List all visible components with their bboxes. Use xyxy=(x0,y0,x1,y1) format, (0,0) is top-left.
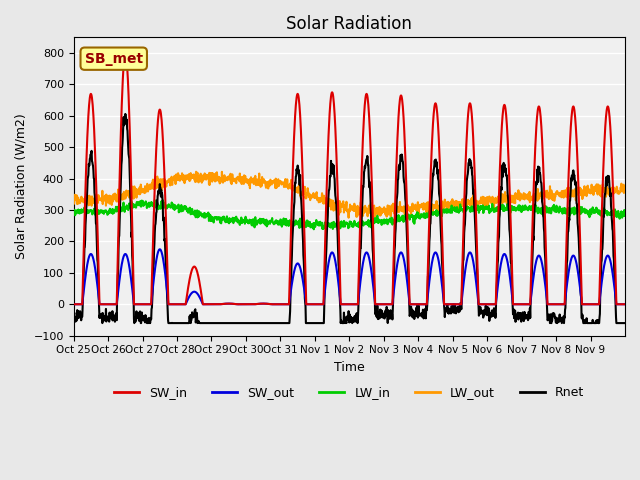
LW_in xyxy=(310,227,317,232)
LW_in xyxy=(335,220,343,226)
Line: LW_out: LW_out xyxy=(74,172,625,218)
LW_in xyxy=(70,208,77,214)
Line: SW_in: SW_in xyxy=(74,53,625,304)
SW_out xyxy=(156,246,164,252)
X-axis label: Time: Time xyxy=(334,361,365,374)
Rnet xyxy=(325,187,333,193)
LW_in xyxy=(561,205,568,211)
SW_in xyxy=(479,301,487,307)
Line: LW_in: LW_in xyxy=(74,200,625,229)
LW_out xyxy=(561,192,568,198)
LW_out xyxy=(192,169,200,175)
LW_in xyxy=(480,209,488,215)
Line: SW_out: SW_out xyxy=(74,249,625,304)
SW_out xyxy=(156,247,164,252)
SW_in xyxy=(122,50,129,56)
SW_out xyxy=(621,301,628,307)
SW_out xyxy=(324,260,332,266)
LW_out xyxy=(156,184,164,190)
LW_out xyxy=(335,212,343,217)
Rnet xyxy=(480,308,488,313)
LW_in xyxy=(325,220,333,226)
LW_in xyxy=(614,208,622,214)
LW_in xyxy=(156,204,164,210)
SW_in xyxy=(335,233,343,239)
Rnet xyxy=(621,320,628,326)
Legend: SW_in, SW_out, LW_in, LW_out, Rnet: SW_in, SW_out, LW_in, LW_out, Rnet xyxy=(109,381,589,404)
SW_in xyxy=(70,301,77,307)
LW_out xyxy=(480,203,488,209)
LW_out xyxy=(70,194,77,200)
LW_out xyxy=(324,204,332,209)
LW_out xyxy=(614,188,622,194)
Title: Solar Radiation: Solar Radiation xyxy=(286,15,412,33)
Rnet xyxy=(335,273,343,279)
SW_out xyxy=(560,301,568,307)
Line: Rnet: Rnet xyxy=(74,114,625,323)
LW_out xyxy=(345,215,353,221)
LW_in xyxy=(159,197,166,203)
Rnet xyxy=(561,314,568,320)
SW_out xyxy=(335,285,343,290)
SW_in xyxy=(324,133,332,139)
Rnet xyxy=(99,320,106,326)
SW_out xyxy=(614,301,621,307)
Rnet xyxy=(122,111,129,117)
Rnet xyxy=(614,320,622,326)
SW_out xyxy=(479,301,487,307)
SW_in xyxy=(560,301,568,307)
SW_in xyxy=(614,301,621,307)
Rnet xyxy=(70,315,77,321)
SW_in xyxy=(156,107,164,113)
Y-axis label: Solar Radiation (W/m2): Solar Radiation (W/m2) xyxy=(15,114,28,259)
Rnet xyxy=(157,185,164,191)
SW_out xyxy=(70,301,77,307)
SW_in xyxy=(621,301,628,307)
Text: SB_met: SB_met xyxy=(84,52,143,66)
LW_out xyxy=(621,187,628,193)
LW_in xyxy=(621,213,628,218)
